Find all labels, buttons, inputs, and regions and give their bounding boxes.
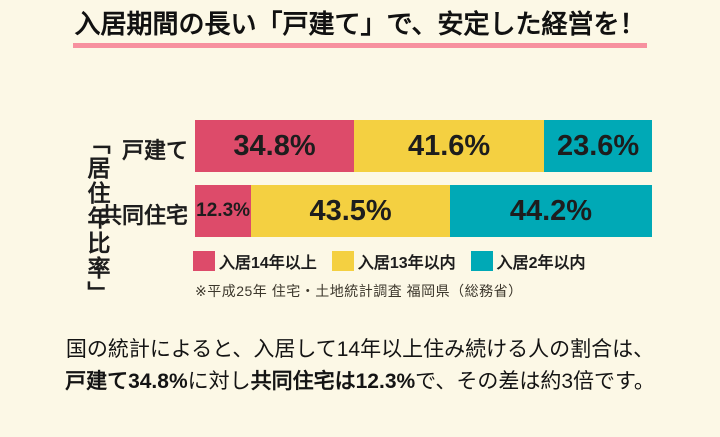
legend-swatch — [193, 251, 215, 271]
stacked-bar-apartment: 12.3% 43.5% 44.2% — [195, 185, 652, 237]
caption-segment: 共同住宅は12.3% — [250, 370, 416, 393]
legend-item: 入居14年以上 — [193, 249, 317, 273]
category-label-detached-house: 戸建て — [121, 138, 188, 163]
chart-legend: 入居14年以上 入居13年以内 入居2年以内 — [193, 249, 586, 273]
bar-segment: 23.6% — [544, 120, 652, 172]
caption-segment: 戸建て34.8% — [65, 370, 188, 393]
header: 入居期間の長い「戸建て」で、安定した経営を！ — [0, 9, 720, 48]
bar-segment: 12.3% — [195, 185, 252, 237]
bar-segment: 34.8% — [195, 120, 355, 172]
bar-segment: 41.6% — [354, 120, 545, 172]
legend-item: 入居13年以内 — [331, 249, 456, 273]
caption-line2: 戸建て34.8%に対し共同住宅は12.3%で、その差は約3倍です。 — [0, 366, 720, 398]
chart-source-note: ※平成25年 住宅・土地統計調査 福岡県（総務省） — [195, 283, 523, 299]
bar-segment: 43.5% — [251, 185, 450, 237]
caption: 国の統計によると、入居して14年以上住み続ける人の割合は、 戸建て34.8%に対… — [0, 334, 720, 398]
caption-segment: に対し — [187, 370, 251, 393]
legend-label: 入居13年以内 — [357, 255, 456, 272]
legend-label: 入居14年以上 — [219, 255, 317, 272]
legend-swatch — [470, 251, 493, 271]
legend-label: 入居2年以内 — [496, 255, 586, 272]
category-label-apartment: 共同住宅 — [99, 203, 188, 228]
stacked-bar-detached-house: 34.8% 41.6% 23.6% — [195, 120, 652, 172]
legend-item: 入居2年以内 — [470, 249, 586, 273]
caption-line1: 国の統計によると、入居して14年以上住み続ける人の割合は、 — [65, 338, 655, 361]
caption-segment: で、その差は約3倍です。 — [415, 370, 655, 393]
chart-axis-label: 「居住年比率」 — [84, 131, 110, 306]
bar-segment: 44.2% — [449, 185, 652, 237]
page-title: 入居期間の長い「戸建て」で、安定した経営を！ — [72, 9, 648, 48]
legend-swatch — [331, 251, 354, 271]
